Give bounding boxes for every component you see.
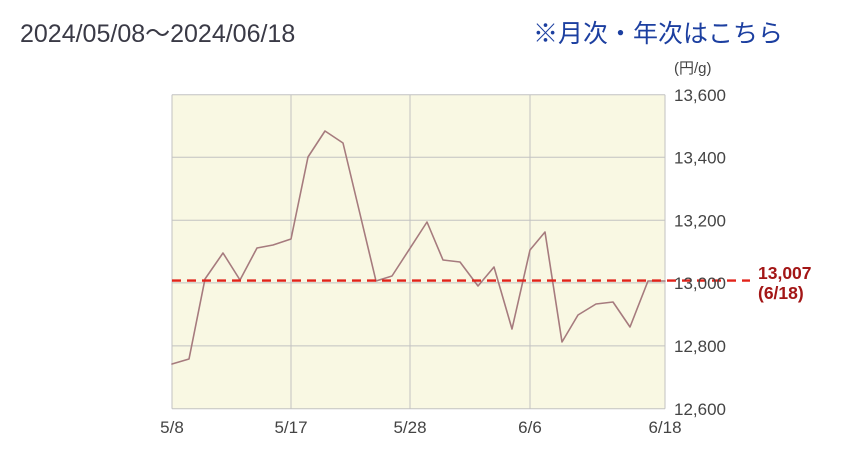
svg-text:13,007: 13,007 [758,263,812,283]
svg-text:13,400: 13,400 [674,149,726,168]
svg-text:13,600: 13,600 [674,86,726,105]
svg-text:12,600: 12,600 [674,400,726,419]
svg-text:5/17: 5/17 [274,418,307,437]
svg-text:13,000: 13,000 [674,274,726,293]
svg-text:5/28: 5/28 [393,418,426,437]
svg-text:(6/18): (6/18) [758,283,804,303]
svg-text:6/18: 6/18 [648,418,681,437]
svg-text:12,800: 12,800 [674,337,726,356]
svg-text:(円/g): (円/g) [674,60,712,77]
svg-text:5/8: 5/8 [160,418,184,437]
svg-text:6/6: 6/6 [518,418,542,437]
svg-text:13,200: 13,200 [674,212,726,231]
